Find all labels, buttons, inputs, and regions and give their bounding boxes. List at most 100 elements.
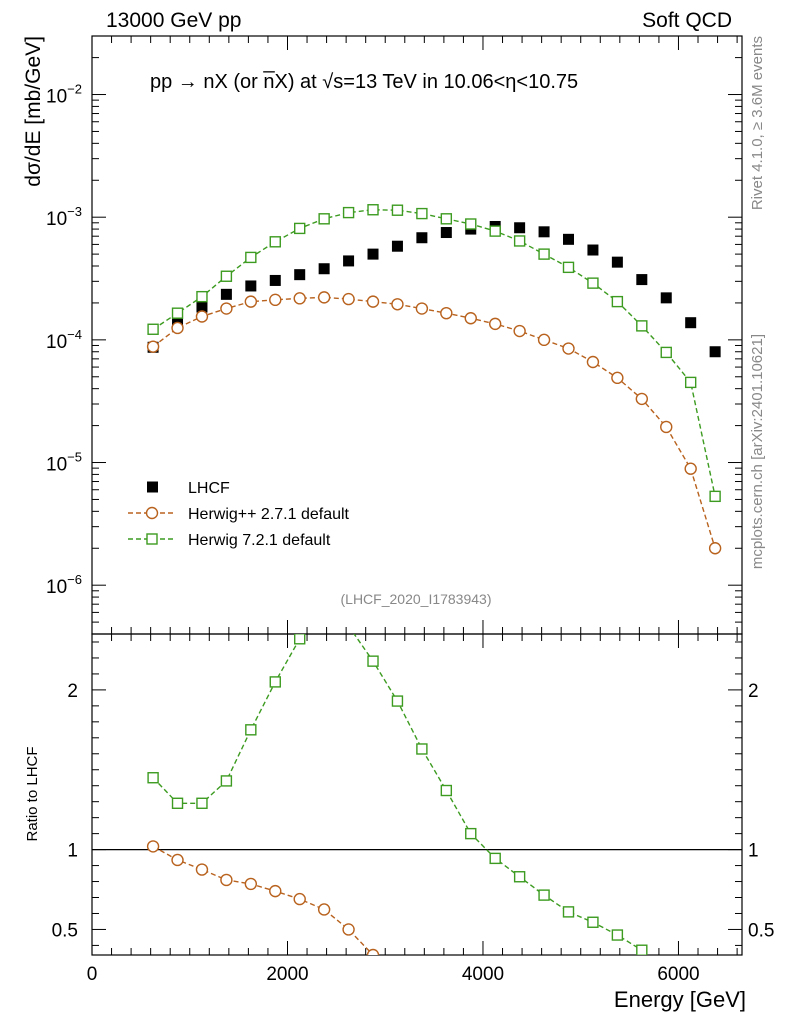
legend-lhcf-marker: [147, 481, 158, 493]
herwig7-data-point: [220, 270, 233, 282]
lhcf-data-point: [538, 226, 550, 238]
herwig7-data-point: [660, 346, 672, 359]
y-tick-label: 10−3: [46, 204, 82, 230]
herwigpp-ratio-point: [146, 840, 160, 853]
lhcf-data-point: [172, 314, 184, 326]
y-tick-label: 10−4: [46, 327, 82, 353]
y-tick-label: 10−5: [46, 450, 82, 476]
herwigpp-data-point: [366, 295, 380, 308]
herwig7-ratio-point: [391, 695, 404, 707]
lhcf-data-point: [709, 346, 721, 358]
herwig7-ratio-point: [562, 906, 575, 918]
legend-marker: [146, 533, 158, 545]
y-tick-label: 10−2: [46, 82, 82, 108]
herwig7-data-point: [636, 320, 648, 332]
herwig7-ratio-point: [269, 676, 281, 688]
ratio-tick-label: 1: [67, 841, 78, 862]
herwigpp-data-point: [269, 293, 282, 307]
legend-label: Herwig 7.2.1 default: [188, 532, 331, 549]
herwigpp-ratio-point: [366, 948, 380, 955]
herwig7-ratio-line: [152, 634, 643, 951]
herwigpp-data-point: [635, 392, 649, 406]
lhcf-data-point: [269, 274, 281, 286]
herwig7-data-point: [196, 290, 208, 303]
herwig7-ratio-point: [489, 852, 501, 865]
x-tick-label: 6000: [657, 964, 699, 985]
legend-label: Herwig++ 2.7.1 default: [188, 506, 350, 523]
herwig7-data-point: [269, 236, 281, 248]
lhcf-data-point: [294, 269, 306, 281]
herwig7-data-point: [709, 490, 721, 503]
herwigpp-data-point: [391, 298, 404, 311]
herwigpp-data-point: [195, 310, 209, 323]
ratio-series-layer: [146, 634, 648, 955]
herwig7-ratio-point: [611, 929, 624, 941]
herwig7-data-point: [294, 222, 306, 235]
herwigpp-data-point: [146, 340, 160, 353]
legend-marker: [145, 506, 159, 520]
lhcf-data-point: [367, 248, 379, 260]
lhcf-data-point: [220, 288, 232, 300]
herwigpp-data-point: [415, 302, 429, 315]
herwigpp-data-point: [464, 312, 477, 325]
x-tick-label: 4000: [462, 964, 504, 985]
herwig7-data-point: [440, 213, 453, 225]
herwig7-ratio-point: [294, 634, 306, 645]
lhcf-data-point: [685, 317, 697, 329]
herwigpp-data-point: [342, 292, 355, 306]
herwigpp-data-point: [244, 295, 258, 308]
herwigpp-data-point: [293, 292, 306, 305]
herwigpp-data-point: [220, 302, 233, 315]
lhcf-data-point: [416, 232, 428, 244]
herwigpp-ratio-line: [152, 845, 374, 955]
rivet-side-label: Rivet 4.1.0, ≥ 3.6M events: [749, 36, 766, 210]
herwig7-ratio-point: [196, 797, 208, 809]
herwigpp-data-point: [708, 542, 722, 555]
ratio-plot-frame: [91, 633, 743, 956]
herwig7-ratio-point: [367, 655, 379, 667]
herwigpp-data-point: [562, 342, 575, 355]
herwig7-ratio-point: [465, 827, 477, 840]
herwig7-ratio-point: [416, 743, 428, 755]
herwig7-ratio-point: [171, 797, 184, 809]
herwig7-data-point: [611, 295, 624, 308]
herwig7-ratio-point: [245, 724, 257, 736]
lhcf-data-point: [514, 222, 526, 234]
herwigpp-ratio-point: [269, 884, 282, 898]
lhcf-data-point: [563, 233, 575, 245]
herwigpp-ratio-point: [342, 923, 355, 936]
herwig7-data-point: [342, 206, 355, 219]
herwigpp-ratio-point: [195, 863, 209, 876]
herwig7-ratio-point: [147, 772, 159, 784]
ratio-tick-label: 0.5: [52, 920, 78, 941]
lhcf-data-point: [391, 240, 403, 252]
herwigpp-data-point: [586, 355, 600, 369]
herwig7-ratio-point: [440, 784, 453, 797]
lhcf-data-point: [660, 292, 672, 304]
herwigpp-ratio-point: [317, 903, 331, 916]
herwig7-ratio-point: [220, 775, 233, 787]
herwigpp-data-point: [171, 321, 184, 335]
herwig7-data-point: [391, 204, 404, 216]
ratio-y-axis-label: Ratio to LHCF: [24, 746, 41, 841]
herwig7-ratio-point: [513, 871, 526, 883]
herwig7-data-point: [538, 248, 550, 260]
herwig7-data-point: [416, 207, 428, 220]
herwigpp-data-point: [317, 291, 331, 304]
legend-label: LHCF: [188, 480, 230, 497]
herwig7-ratio-point: [587, 916, 599, 928]
herwigpp-data-point: [611, 371, 624, 385]
herwigpp-data-point: [660, 420, 673, 434]
analysis-id: (LHCF_2020_I1783943): [341, 591, 492, 607]
ratio-tick-label: 1: [748, 841, 759, 862]
herwig7-data-point: [513, 235, 526, 247]
lhcf-data-point: [636, 274, 648, 286]
herwigpp-ratio-point: [220, 873, 233, 887]
herwig7-data-point: [684, 376, 697, 389]
lhcf-data-point: [196, 301, 208, 313]
ratio-tick-label: 2: [67, 681, 78, 702]
x-tick-label: 0: [87, 964, 98, 985]
herwig7-data-point: [465, 218, 477, 230]
lhcf-data-point: [587, 244, 599, 256]
